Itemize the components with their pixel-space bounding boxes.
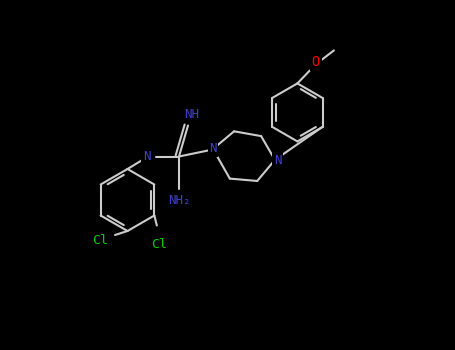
Text: Cl: Cl: [152, 238, 167, 251]
Text: O: O: [312, 55, 320, 69]
Text: N: N: [209, 142, 217, 155]
Text: NH: NH: [184, 108, 199, 121]
Text: N: N: [273, 154, 281, 167]
Text: Cl: Cl: [92, 234, 108, 247]
Text: N: N: [143, 150, 150, 163]
Text: NH₂: NH₂: [168, 194, 190, 206]
